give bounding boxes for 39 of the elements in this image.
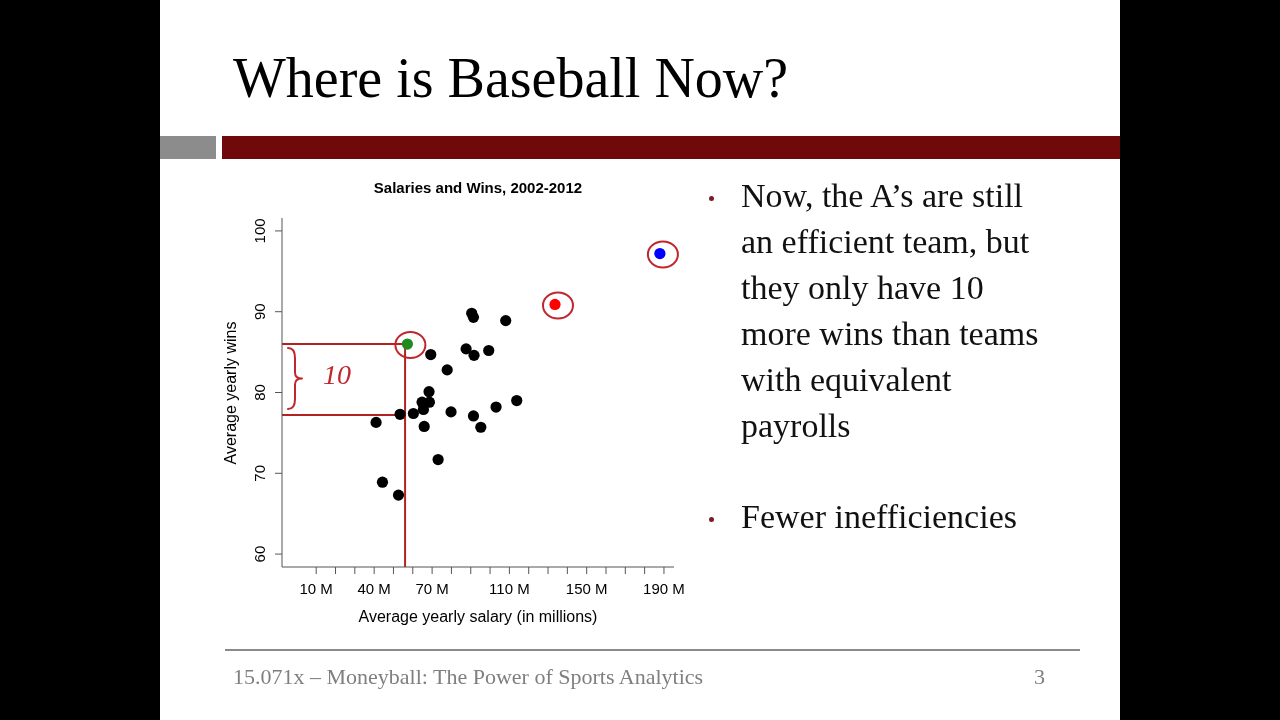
y-tick-label: 80 (251, 384, 268, 401)
point (467, 410, 480, 422)
x-axis-title: Average yearly salary (in millions) (357, 607, 599, 627)
point (407, 407, 419, 420)
y-tick-label: 70 (251, 464, 268, 482)
x-tick-label: 150 M (565, 579, 608, 597)
x-tick-label: 10 M (299, 579, 333, 597)
x-tick-label: 110 M (489, 579, 530, 597)
y-tick-label: 100 (251, 218, 268, 244)
x-tick-label: 70 M (415, 579, 449, 597)
x-tick-label: 190 M (643, 579, 685, 597)
point (475, 421, 487, 433)
point (445, 406, 457, 418)
point (468, 349, 480, 361)
text: 3 (1034, 664, 1045, 689)
y-tick-label: 90 (251, 303, 268, 321)
point (441, 364, 453, 376)
y-tick-label: 60 (251, 545, 268, 563)
text: Now, the A’s are still an efficient team, but they only have 10 more wins than teams with equivalent payrolls (741, 177, 1039, 444)
point (392, 489, 405, 501)
annotation: 10 (323, 359, 351, 391)
point (423, 386, 435, 398)
point (394, 408, 406, 420)
point (511, 394, 523, 407)
y-axis-title: Average yearly wins (220, 320, 240, 467)
point (376, 476, 389, 488)
point (460, 343, 472, 355)
text: Fewer inefficiencies (741, 498, 1017, 535)
point (418, 420, 430, 433)
point (425, 348, 437, 361)
text: 15.071x – Moneyball: The Power of Sports Analytics (233, 664, 704, 689)
x-tick-label: 40 M (357, 579, 391, 597)
point (483, 344, 495, 357)
point (432, 453, 444, 466)
point (500, 315, 512, 327)
chart-subtitle: Salaries and Wins, 2002-2012 (372, 179, 584, 197)
chart-title: Where is Baseball Now? (233, 47, 789, 109)
point (370, 416, 382, 428)
point (490, 401, 502, 413)
